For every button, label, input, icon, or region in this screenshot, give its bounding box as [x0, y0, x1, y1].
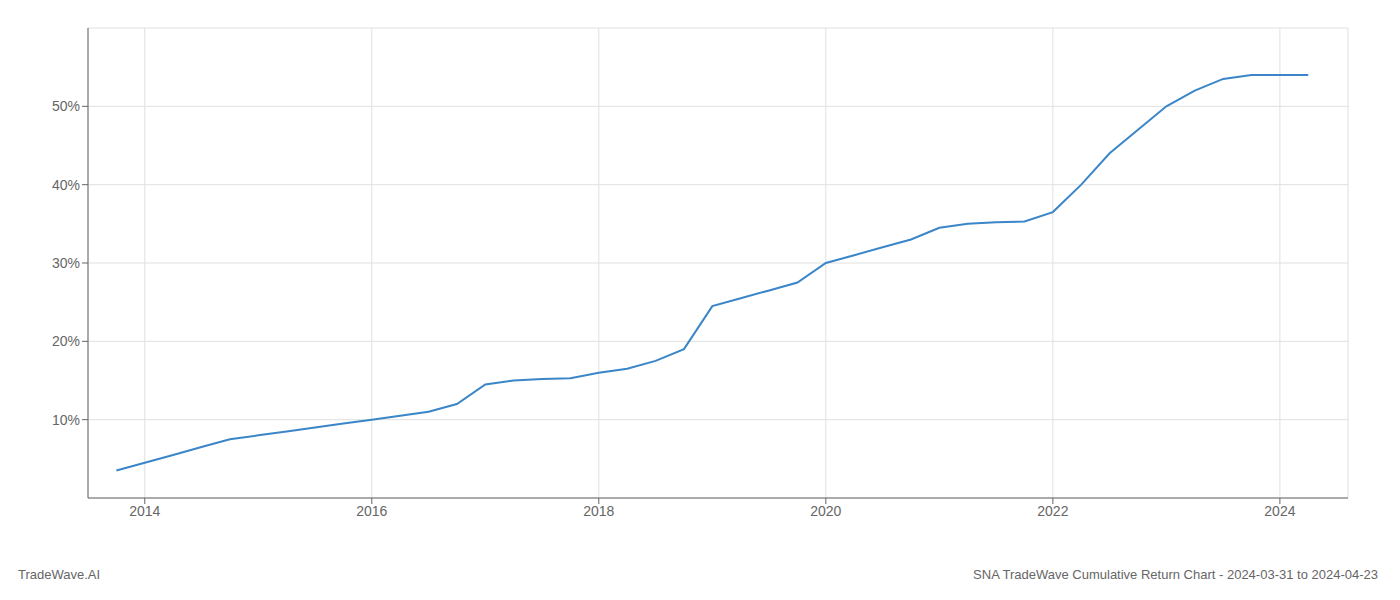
svg-text:40%: 40% — [52, 177, 80, 193]
html-text:TradeWave.AI: TradeWave.AI — [18, 567, 101, 582]
svg-text:2018: 2018 — [583, 503, 614, 519]
svg-text:10%: 10% — [52, 412, 80, 428]
svg-text:20%: 20% — [52, 333, 80, 349]
svg-text:2014: 2014 — [129, 503, 160, 519]
svg-text:2016: 2016 — [356, 503, 387, 519]
svg-text:2024: 2024 — [1264, 503, 1295, 519]
svg-text:2022: 2022 — [1037, 503, 1068, 519]
html-text:SNA TradeWave Cumulative Retur: SNA TradeWave Cumulative Return Chart - … — [973, 567, 1378, 582]
svg-text:30%: 30% — [52, 255, 80, 271]
svg-text:50%: 50% — [52, 98, 80, 114]
svg-text:2020: 2020 — [810, 503, 841, 519]
